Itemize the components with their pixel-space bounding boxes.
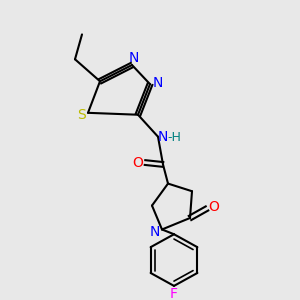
Text: N: N: [153, 76, 163, 90]
Text: F: F: [170, 287, 178, 300]
Text: O: O: [208, 200, 219, 214]
Text: S: S: [76, 108, 85, 122]
Text: N: N: [158, 130, 168, 144]
Text: N: N: [129, 51, 139, 65]
Text: -H: -H: [167, 131, 181, 144]
Text: O: O: [133, 155, 143, 170]
Text: N: N: [150, 225, 160, 239]
